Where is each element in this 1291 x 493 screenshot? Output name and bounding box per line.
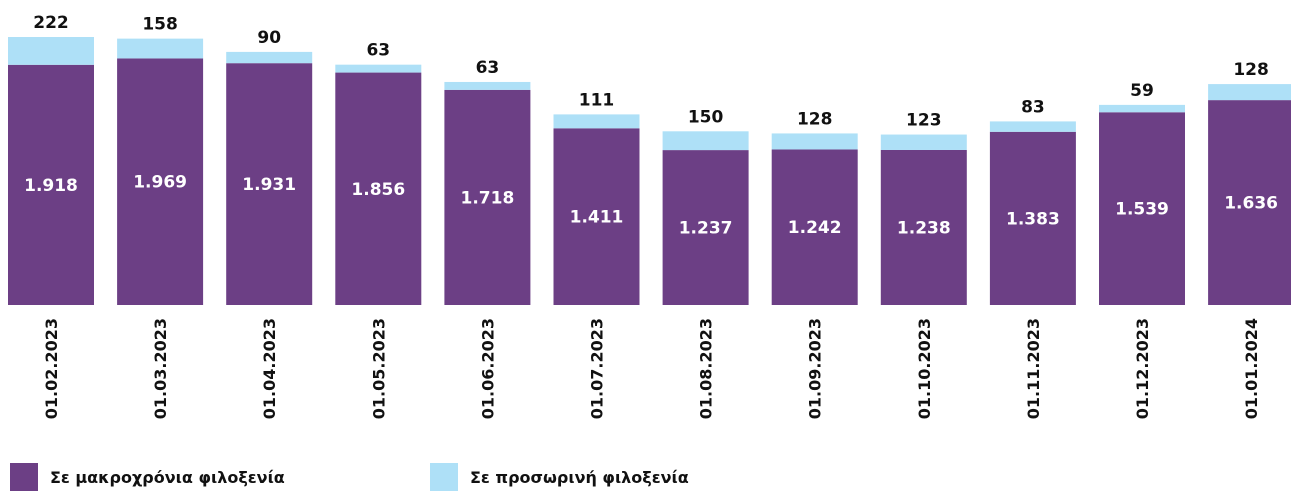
bar-segment — [553, 128, 640, 305]
bar-segment — [989, 131, 1076, 305]
bar-segment — [1208, 100, 1291, 305]
value-label: 128 — [797, 109, 833, 129]
bar-segment — [771, 149, 858, 305]
bar-segment — [117, 58, 204, 306]
value-label: 1.242 — [788, 218, 842, 238]
value-label: 111 — [579, 90, 615, 110]
x-tick-label: 01.08.2023 — [697, 318, 716, 419]
x-tick-label: 01.09.2023 — [806, 318, 825, 419]
bar-segment — [1208, 84, 1291, 101]
bar-segment — [117, 38, 204, 59]
bar-segment — [662, 131, 749, 151]
x-tick-label: 01.07.2023 — [588, 318, 607, 419]
value-label: 1.856 — [351, 180, 405, 200]
x-tick-label: 01.12.2023 — [1133, 318, 1152, 419]
legend-label: Σε προσωρινή φιλοξενία — [470, 468, 689, 487]
value-label: 63 — [476, 58, 500, 78]
value-label: 90 — [257, 28, 281, 48]
x-tick-label: 01.06.2023 — [478, 318, 497, 419]
legend-label: Σε μακροχρόνια φιλοξενία — [50, 468, 285, 487]
bar-segment — [553, 114, 640, 129]
value-label: 83 — [1021, 97, 1045, 117]
bar-segment — [226, 51, 313, 64]
bar-segment — [444, 81, 531, 90]
bar-segment — [8, 37, 94, 65]
bar-segment — [226, 63, 313, 306]
value-label: 1.718 — [461, 188, 515, 208]
value-label: 222 — [33, 13, 69, 33]
bar-segment — [1099, 112, 1185, 306]
x-tick-label: 01.11.2023 — [1024, 318, 1043, 419]
x-tick-label: 01.03.2023 — [151, 318, 170, 419]
bar-segment — [880, 134, 967, 150]
value-label: 158 — [142, 15, 178, 35]
bar-segment — [8, 64, 94, 305]
x-tick-label: 01.04.2023 — [260, 318, 279, 419]
value-label: 1.237 — [679, 219, 733, 239]
value-label: 1.931 — [242, 175, 296, 195]
value-label: 1.238 — [897, 218, 951, 238]
legend-swatch — [430, 463, 458, 491]
bar-segment — [662, 150, 749, 305]
bar-segment — [771, 133, 858, 150]
bar-segment — [880, 149, 967, 305]
value-label: 128 — [1233, 60, 1269, 80]
value-label: 123 — [906, 111, 942, 131]
value-label: 150 — [688, 107, 724, 127]
x-tick-label: 01.01.2024 — [1242, 318, 1261, 419]
value-label: 1.411 — [570, 208, 624, 228]
bar-segment — [989, 121, 1076, 132]
x-tick-label: 01.10.2023 — [915, 318, 934, 419]
bar-segment — [444, 89, 531, 305]
bar-segment — [335, 72, 422, 306]
x-tick-label: 01.02.2023 — [42, 318, 61, 419]
bar-segment — [1099, 104, 1185, 113]
value-label: 1.969 — [133, 173, 187, 193]
x-tick-label: 01.05.2023 — [369, 318, 388, 419]
value-label: 1.539 — [1115, 200, 1169, 220]
value-label: 1.918 — [24, 176, 78, 196]
value-label: 1.383 — [1006, 209, 1060, 229]
value-label: 1.636 — [1224, 194, 1278, 214]
value-label: 63 — [366, 41, 390, 61]
value-label: 59 — [1130, 81, 1154, 101]
legend-swatch — [10, 463, 38, 491]
bar-segment — [335, 64, 422, 73]
